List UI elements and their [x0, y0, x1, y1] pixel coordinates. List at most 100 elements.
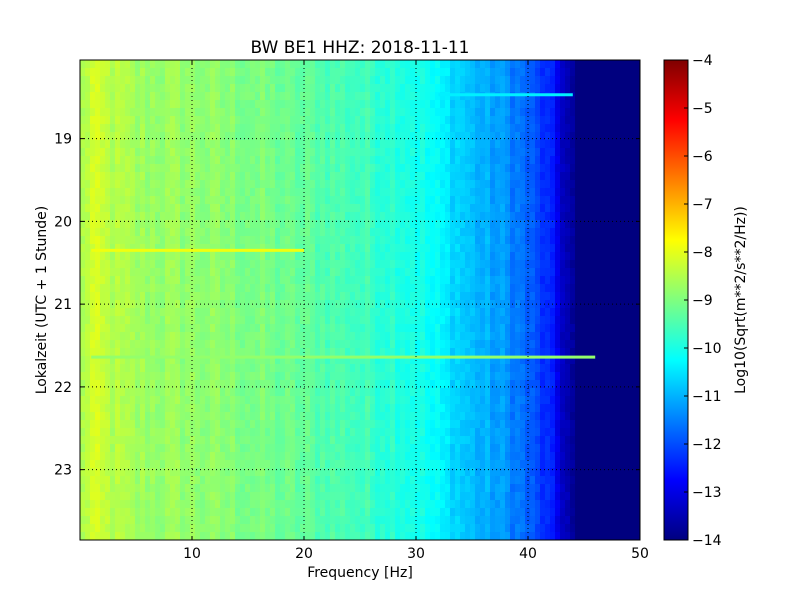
spectrogram-cell: [340, 364, 346, 373]
spectrogram-cell: [265, 236, 271, 245]
spectrogram-cell: [280, 108, 286, 117]
spectrogram-cell: [135, 180, 141, 189]
spectrogram-cell: [530, 260, 536, 269]
spectrogram-cell: [570, 356, 576, 365]
spectrogram-cell: [475, 148, 481, 157]
spectrogram-cell: [175, 252, 181, 261]
spectrogram-cell: [130, 260, 136, 269]
spectrogram-cells: [80, 60, 640, 540]
spectrogram-cell: [345, 100, 351, 109]
spectrogram-cell: [410, 412, 416, 421]
spectrogram-cell: [255, 172, 261, 181]
spectrogram-cell: [370, 308, 376, 317]
spectrogram-cell: [500, 300, 506, 309]
spectrogram-cell: [515, 404, 521, 413]
spectrogram-cell: [220, 116, 226, 125]
spectrogram-cell: [260, 116, 266, 125]
spectrogram-cell: [560, 276, 566, 285]
spectrogram-cell: [170, 220, 176, 229]
spectrogram-cell: [175, 132, 181, 141]
spectrogram-cell: [405, 188, 411, 197]
spectrogram-cell: [485, 84, 491, 93]
spectrogram-cell: [225, 252, 231, 261]
spectrogram-cell: [290, 204, 296, 213]
spectrogram-cell: [310, 308, 316, 317]
spectrogram-cell: [460, 196, 466, 205]
spectrogram-cell: [230, 156, 236, 165]
spectrogram-cell: [240, 132, 246, 141]
spectrogram-cell: [165, 236, 171, 245]
spectrogram-cell: [415, 220, 421, 229]
spectrogram-cell: [170, 76, 176, 85]
spectrogram-cell: [465, 276, 471, 285]
spectrogram-cell: [340, 300, 346, 309]
spectrogram-cell: [225, 324, 231, 333]
spectrogram-cell: [165, 156, 171, 165]
spectrogram-cell: [230, 124, 236, 133]
spectrogram-cell: [615, 124, 621, 133]
spectrogram-cell: [95, 228, 101, 237]
spectrogram-cell: [635, 324, 640, 333]
spectrogram-cell: [455, 348, 461, 357]
spectrogram-cell: [555, 196, 561, 205]
spectrogram-cell: [590, 364, 596, 373]
spectrogram-cell: [105, 236, 111, 245]
spectrogram-cell: [375, 388, 381, 397]
spectrogram-cell: [335, 244, 341, 253]
spectrogram-cell: [620, 244, 626, 253]
spectrogram-cell: [365, 236, 371, 245]
spectrogram-cell: [395, 332, 401, 341]
spectrogram-cell: [600, 148, 606, 157]
spectrogram-cell: [560, 372, 566, 381]
spectrogram-cell: [240, 372, 246, 381]
spectrogram-cell: [560, 292, 566, 301]
spectrogram-cell: [415, 308, 421, 317]
spectrogram-cell: [185, 76, 191, 85]
spectrogram-cell: [115, 316, 121, 325]
spectrogram-cell: [210, 356, 216, 365]
spectrogram-cell: [390, 92, 396, 101]
spectrogram-cell: [85, 68, 91, 77]
spectrogram-cell: [280, 316, 286, 325]
spectrogram-cell: [130, 244, 136, 253]
spectrogram-cell: [135, 116, 141, 125]
spectrogram-cell: [205, 404, 211, 413]
spectrogram-cell: [390, 340, 396, 349]
spectrogram-cell: [620, 260, 626, 269]
spectrogram-cell: [290, 380, 296, 389]
spectrogram-cell: [225, 76, 231, 85]
spectrogram-cell: [410, 308, 416, 317]
spectrogram-cell: [420, 244, 426, 253]
spectrogram-cell: [205, 364, 211, 373]
spectrogram-cell: [370, 396, 376, 405]
spectrogram-cell: [555, 380, 561, 389]
spectrogram-cell: [170, 148, 176, 157]
spectrogram-cell: [210, 220, 216, 229]
spectrogram-cell: [610, 404, 616, 413]
spectrogram-cell: [485, 92, 491, 101]
spectrogram-cell: [360, 396, 366, 405]
spectrogram-cell: [280, 388, 286, 397]
spectrogram-cell: [215, 180, 221, 189]
spectrogram-cell: [590, 188, 596, 197]
spectrogram-cell: [565, 212, 571, 221]
spectrogram-cell: [315, 324, 321, 333]
spectrogram-cell: [245, 252, 251, 261]
spectrogram-cell: [395, 380, 401, 389]
spectrogram-cell: [575, 156, 581, 165]
spectrogram-cell: [275, 76, 281, 85]
spectrogram-cell: [120, 308, 126, 317]
spectrogram-cell: [315, 92, 321, 101]
spectrogram-cell: [140, 404, 146, 413]
spectrogram-cell: [340, 180, 346, 189]
spectrogram-cell: [615, 164, 621, 173]
spectrogram-cell: [450, 108, 456, 117]
spectrogram-cell: [135, 132, 141, 141]
spectrogram-cell: [490, 396, 496, 405]
spectrogram-cell: [560, 268, 566, 277]
spectrogram-cell: [285, 380, 291, 389]
spectrogram-cell: [625, 60, 631, 69]
spectrogram-cell: [270, 156, 276, 165]
spectrogram-cell: [85, 140, 91, 149]
spectrogram-cell: [570, 244, 576, 253]
